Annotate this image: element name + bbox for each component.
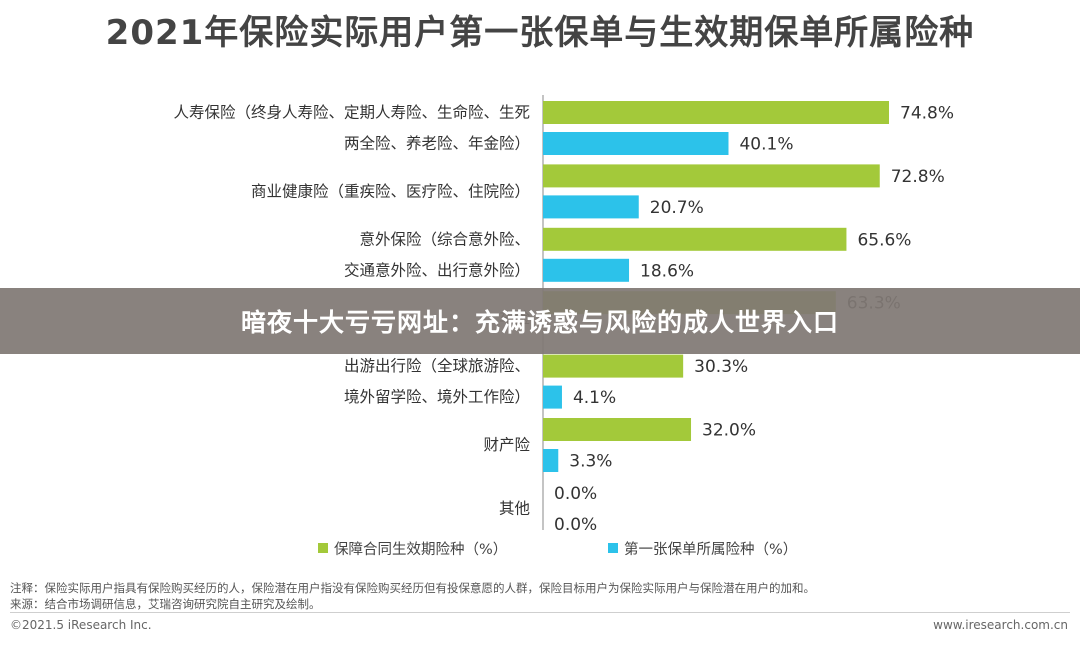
- data-label: 74.8%: [900, 104, 954, 124]
- copyright: ©2021.5 iResearch Inc.: [10, 618, 152, 632]
- legend-swatch: [608, 543, 618, 553]
- category-label: 其他: [499, 499, 530, 517]
- category-label: 意外保险（综合意外险、: [359, 229, 530, 248]
- data-label: 18.6%: [640, 261, 694, 281]
- bar-first-policy: [543, 258, 630, 282]
- bar-effective-policy: [543, 164, 880, 188]
- data-label: 3.3%: [569, 452, 612, 472]
- category-label: 人寿保险（终身人寿险、定期人寿险、生命险、生死: [173, 104, 530, 122]
- category-label: 出游出行险（全球旅游险、: [344, 357, 530, 375]
- overlay-banner: 暗夜十大亏亏网址：充满诱惑与风险的成人世界入口: [0, 288, 1080, 354]
- chart-source: 来源：结合市场调研信息，艾瑞咨询研究院自主研究及绘制。: [10, 597, 321, 611]
- category-label: 交通意外险、出行意外险）: [344, 260, 530, 279]
- legend-label: 第一张保单所属险种（%）: [624, 540, 797, 558]
- bar-effective-policy: [543, 101, 889, 124]
- category-label: 财产险: [483, 436, 530, 454]
- legend-label: 保障合同生效期险种（%）: [334, 540, 507, 558]
- data-label: 30.3%: [694, 357, 748, 377]
- data-label: 65.6%: [857, 230, 911, 250]
- data-label: 4.1%: [573, 388, 616, 408]
- legend: 保障合同生效期险种（%） 第一张保单所属险种（%）: [318, 540, 797, 558]
- data-label: 40.1%: [739, 135, 793, 155]
- bar-first-policy: [543, 449, 559, 472]
- legend-swatch: [318, 543, 328, 553]
- bar-first-policy: [543, 385, 562, 409]
- bar-effective-policy: [543, 418, 692, 441]
- category-label: 商业健康险（重疾险、医疗险、住院险）: [251, 181, 530, 200]
- data-label: 20.7%: [650, 198, 704, 218]
- chart-note: 注释：保险实际用户指具有保险购买经历的人，保险潜在用户指没有保险购买经历但有投保…: [10, 581, 815, 595]
- bar-first-policy: [543, 132, 729, 155]
- bar-first-policy: [543, 195, 639, 219]
- value-labels: 74.8%40.1%72.8%20.7%65.6%18.6%63.3%30.3%…: [554, 104, 954, 535]
- footer-divider: [10, 612, 1070, 613]
- category-label: 境外留学险、境外工作险）: [344, 387, 530, 406]
- bar-effective-policy: [543, 354, 684, 378]
- overlay-text: 暗夜十大亏亏网址：充满诱惑与风险的成人世界入口: [240, 308, 839, 337]
- category-label: 两全险、养老险、年金险）: [344, 135, 530, 153]
- bars: [543, 101, 889, 472]
- data-label: 32.0%: [702, 421, 756, 441]
- data-label: 0.0%: [554, 484, 597, 504]
- website: www.iresearch.com.cn: [933, 618, 1068, 632]
- bar-effective-policy: [543, 227, 847, 251]
- data-label: 0.0%: [554, 515, 597, 535]
- data-label: 72.8%: [891, 167, 945, 187]
- chart-title: 2021年保险实际用户第一张保单与生效期保单所属险种: [105, 13, 975, 53]
